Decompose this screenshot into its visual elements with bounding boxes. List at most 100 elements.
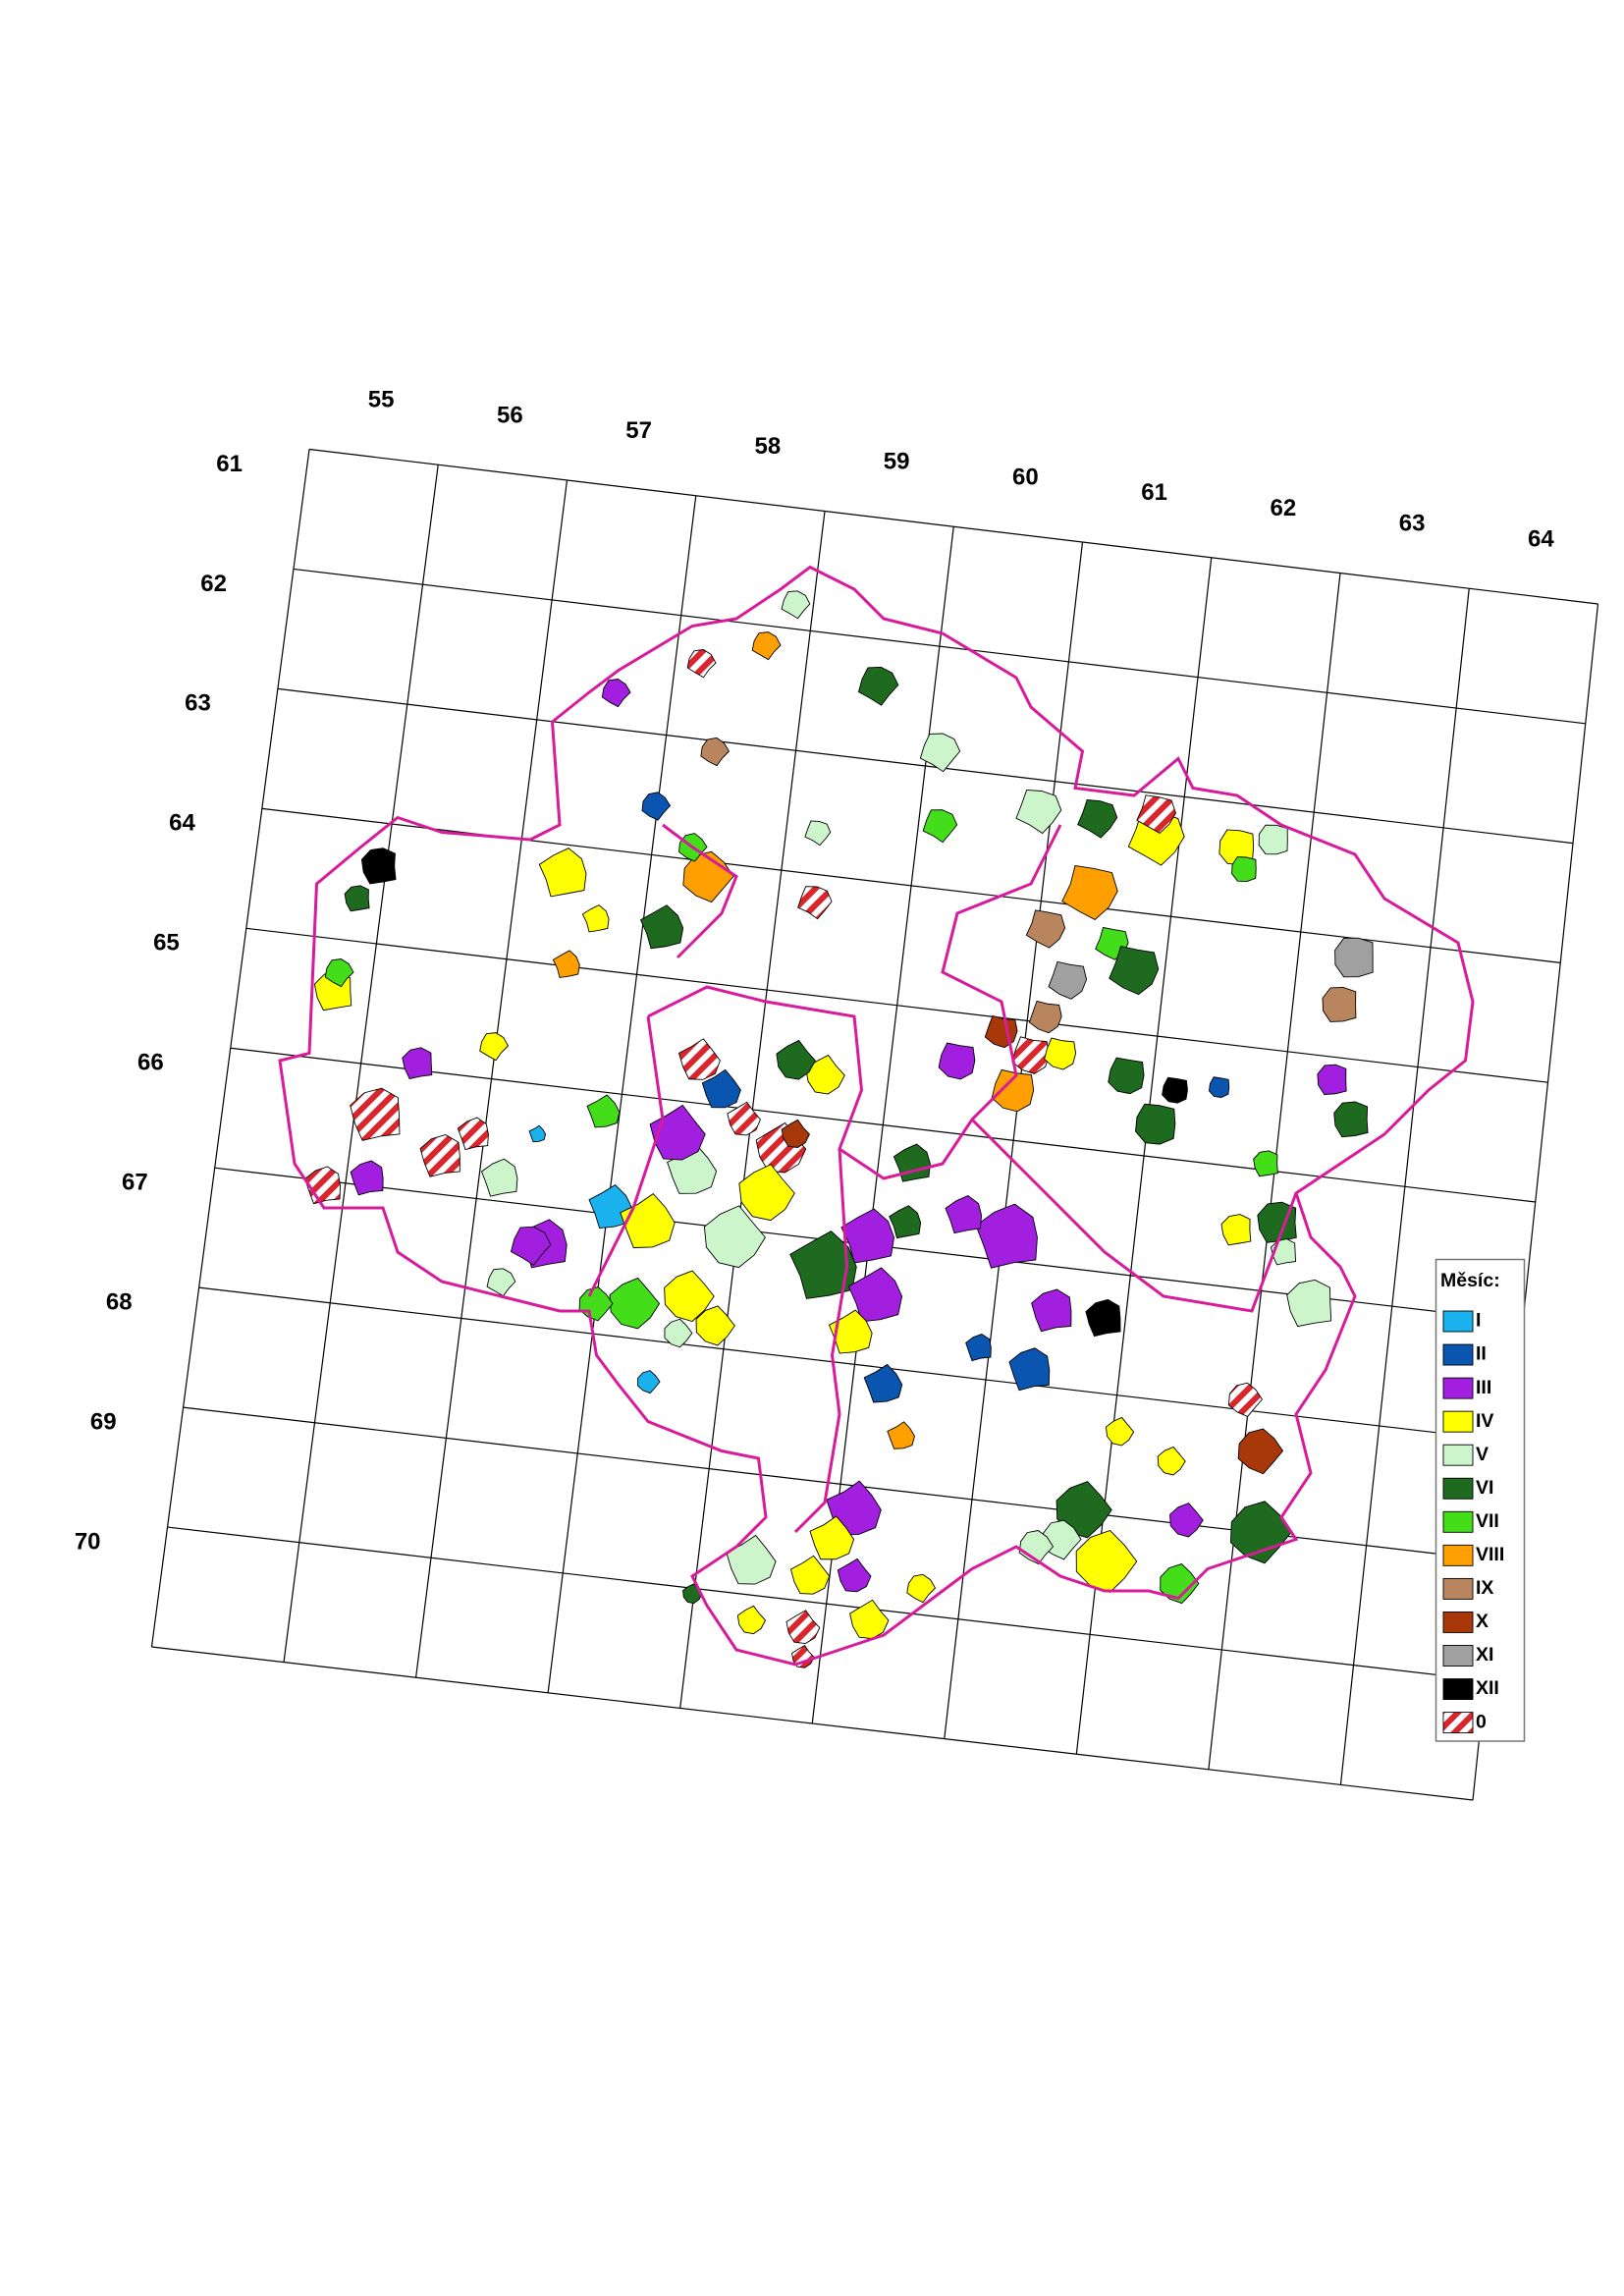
grid-line [167, 1526, 1486, 1681]
region-patch [686, 649, 717, 679]
region-patch [641, 792, 672, 821]
region-patch [805, 1054, 845, 1095]
region-patch [1085, 1298, 1121, 1338]
legend-swatch [1442, 1444, 1474, 1466]
region-patch [701, 1068, 741, 1109]
region-patch [480, 1158, 518, 1197]
region-patch [922, 809, 958, 844]
region-patch [797, 886, 833, 920]
grid-line [308, 448, 1598, 605]
column-label: 59 [884, 449, 910, 475]
legend-swatch [1442, 1712, 1474, 1734]
region-patch [578, 1286, 614, 1322]
region-patch [776, 1039, 816, 1080]
region-patch [700, 737, 731, 767]
grid-line [293, 568, 1586, 725]
region-patch [695, 1305, 735, 1346]
legend-swatch [1442, 1678, 1474, 1700]
legend-swatch [1442, 1377, 1474, 1399]
region-patch [1237, 1428, 1284, 1475]
region-patch [1317, 1064, 1347, 1095]
region-patch [984, 1014, 1018, 1049]
region-patch [1008, 1347, 1051, 1392]
region-patch [1229, 1501, 1292, 1564]
region-patch [350, 1087, 401, 1141]
region-patch [828, 1309, 873, 1354]
region-patch [1160, 1563, 1200, 1605]
region-patch [919, 733, 961, 773]
grid-line [245, 927, 1548, 1083]
region-patch [1257, 1201, 1297, 1243]
region-patch [1136, 794, 1176, 834]
region-patch [1056, 1481, 1112, 1539]
region-patch [552, 950, 580, 978]
legend-label: V [1476, 1444, 1489, 1465]
region-patch [965, 1334, 992, 1362]
region-patch [486, 1268, 516, 1297]
region-patch [1061, 865, 1118, 920]
region-patch [350, 1160, 384, 1196]
region-patch [664, 1270, 715, 1323]
region-patch [419, 1133, 460, 1177]
legend-label: IX [1476, 1577, 1493, 1599]
region-patch [1169, 1503, 1204, 1538]
region-patch [789, 1555, 831, 1595]
row-label: 65 [153, 930, 180, 957]
legend-swatch [1442, 1477, 1474, 1500]
region-patch [586, 1094, 621, 1128]
column-label: 57 [625, 417, 652, 444]
district-border [647, 824, 1062, 1180]
row-label: 63 [185, 690, 211, 717]
region-patch [1162, 1076, 1188, 1104]
column-label: 58 [755, 433, 782, 460]
grid-line [277, 687, 1574, 845]
legend-swatch [1442, 1645, 1474, 1667]
row-label: 64 [169, 810, 195, 837]
legend-label: VI [1476, 1477, 1493, 1499]
region-patch [727, 1101, 761, 1136]
region-patch [677, 1038, 721, 1080]
region-patch [1209, 1076, 1230, 1098]
column-label: 61 [1141, 479, 1167, 506]
region-patch [609, 1277, 661, 1330]
row-label: 67 [122, 1170, 148, 1196]
region-patch [789, 1230, 857, 1299]
region-patch [991, 1068, 1035, 1113]
region-patch [1077, 799, 1118, 839]
region-patch [324, 958, 354, 988]
region-patch [1028, 1000, 1062, 1034]
region-patch [1106, 1416, 1135, 1447]
district-border [970, 1118, 1298, 1313]
legend-label: XI [1476, 1644, 1493, 1666]
legend-label: VII [1476, 1510, 1499, 1532]
region-patch [1031, 1288, 1072, 1333]
region-patch [1334, 937, 1374, 978]
region-patch [1231, 856, 1257, 883]
column-label: 63 [1399, 511, 1426, 537]
column-label: 62 [1271, 495, 1297, 521]
region-patch [1011, 1036, 1050, 1074]
legend-swatch [1442, 1343, 1474, 1366]
legend-swatch [1442, 1410, 1474, 1433]
region-patch [703, 1205, 766, 1269]
region-patch [887, 1421, 915, 1449]
region-patch [781, 1119, 810, 1148]
legend-label: XII [1476, 1677, 1499, 1699]
region-patch [682, 850, 734, 903]
region-patch [1253, 1150, 1278, 1177]
region-patch [1048, 960, 1088, 1000]
region-patch [402, 1047, 433, 1079]
region-patch [785, 1610, 821, 1645]
region-patch [1025, 909, 1066, 949]
region-outline [278, 565, 1475, 1667]
region-patch [344, 885, 370, 912]
region-patch [975, 1203, 1038, 1269]
legend-swatch [1442, 1544, 1474, 1566]
column-label: 64 [1528, 525, 1554, 552]
region-patch [945, 1195, 983, 1234]
region-patch [889, 1205, 922, 1239]
regions [304, 590, 1374, 1668]
column-label: 56 [497, 402, 523, 428]
